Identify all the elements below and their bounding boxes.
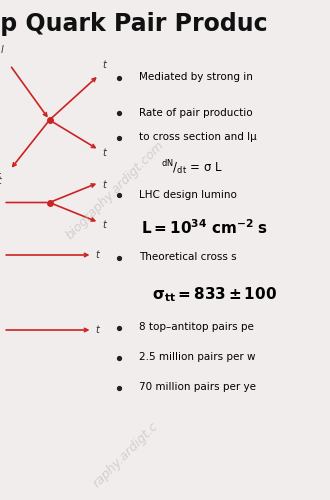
Text: l: l — [1, 45, 3, 55]
Text: $\mathbf{\sigma_{tt} = 833 \pm 100}$: $\mathbf{\sigma_{tt} = 833 \pm 100}$ — [152, 286, 277, 304]
Text: to cross section and lμ: to cross section and lμ — [139, 132, 256, 142]
Text: 8 top–antitop pairs pe: 8 top–antitop pairs pe — [139, 322, 253, 332]
Text: Theoretical cross s: Theoretical cross s — [139, 252, 236, 262]
Text: $\mathregular{^{dN}/_{dt}}$ = σ L: $\mathregular{^{dN}/_{dt}}$ = σ L — [161, 158, 222, 176]
Text: Rate of pair productio: Rate of pair productio — [139, 108, 252, 118]
Text: 2.5 million pairs per w: 2.5 million pairs per w — [139, 352, 255, 362]
Text: t: t — [102, 148, 106, 158]
Text: op Quark Pair Produc: op Quark Pair Produc — [0, 12, 267, 36]
Text: biography.ardigt.com: biography.ardigt.com — [64, 138, 167, 242]
Text: t: t — [96, 325, 100, 335]
Text: 70 million pairs per ye: 70 million pairs per ye — [139, 382, 256, 392]
Text: t: t — [96, 250, 100, 260]
Text: Mediated by strong in: Mediated by strong in — [139, 72, 252, 83]
Text: raphy.ardigt.c: raphy.ardigt.c — [90, 420, 161, 490]
Text: t: t — [102, 220, 106, 230]
Text: t: t — [102, 180, 106, 190]
Text: $\mathbf{L = 10^{34}\ cm^{-2}\ s}$: $\mathbf{L = 10^{34}\ cm^{-2}\ s}$ — [141, 218, 268, 237]
Text: $\bar{t}$: $\bar{t}$ — [0, 173, 3, 187]
Text: LHC design lumino: LHC design lumino — [139, 190, 237, 200]
Text: t: t — [102, 60, 106, 70]
